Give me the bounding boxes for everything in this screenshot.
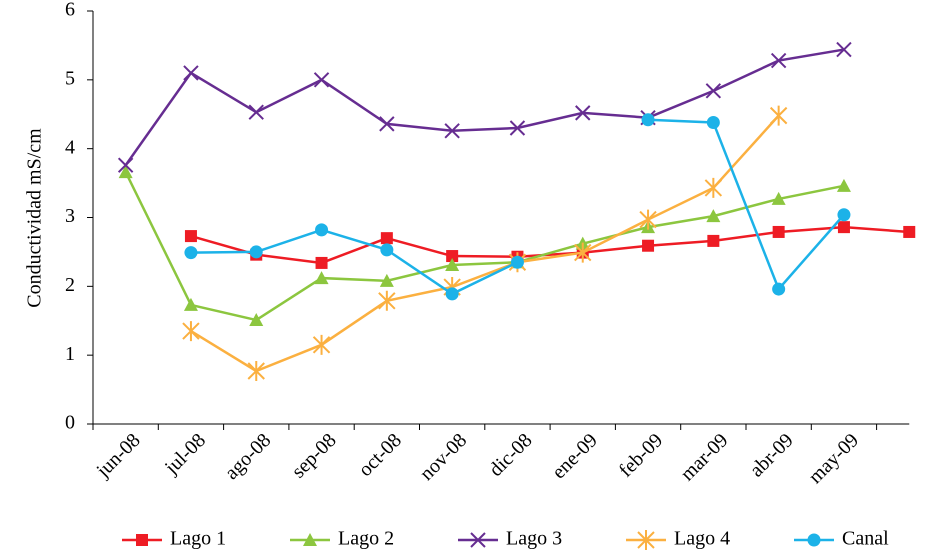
x-tick-label: ago-08 [221,429,276,484]
marker [769,105,788,126]
marker [707,234,720,247]
marker [446,250,459,263]
marker [642,239,655,252]
marker [379,116,395,132]
marker [575,105,591,121]
legend-item: Canal [794,528,889,550]
x-tick-label: oct-08 [354,429,406,481]
marker [836,178,851,192]
x-tick-label: jun-08 [92,429,145,482]
series-line [124,171,845,322]
marker [183,65,199,81]
marker [312,334,331,355]
legend-item: Lago 1 [122,528,226,550]
marker [182,321,200,342]
marker [770,52,787,69]
x-tick-label: dic-08 [485,429,537,481]
marker [380,232,393,245]
marker [470,532,486,548]
marker [637,530,655,550]
marker [705,83,722,99]
x-tick-label: nov-08 [416,429,472,485]
x-tick-label: abr-09 [746,429,798,481]
marker [314,271,329,285]
series-line [190,225,910,265]
marker [378,290,396,311]
marker [837,208,851,222]
marker [641,113,655,127]
marker [903,225,916,238]
marker [184,230,197,243]
series-line [124,48,845,166]
y-tick-label: 4 [65,136,75,158]
legend-label: Canal [842,528,889,550]
x-tick-label: feb-09 [615,429,667,481]
x-tick-label: mar-09 [676,429,732,485]
marker [704,177,723,198]
legend-label: Lago 3 [506,528,562,550]
marker [184,246,198,260]
marker [249,313,264,327]
marker [445,257,460,271]
marker [249,245,263,259]
marker [183,297,198,311]
y-tick-label: 1 [65,343,75,365]
marker [510,255,524,269]
marker [118,165,133,179]
marker [772,282,786,296]
marker [509,120,526,136]
marker [837,221,850,234]
marker [315,223,329,237]
series-line [190,114,780,373]
marker [807,533,821,547]
y-tick-label: 3 [65,205,75,227]
marker [248,104,264,120]
legend-item: Lago 4 [626,528,730,550]
marker [706,116,720,130]
marker [772,225,785,238]
legend-item: Lago 2 [290,528,394,550]
marker [247,360,265,381]
legend-label: Lago 2 [338,528,394,550]
marker [380,243,394,257]
series-line [190,118,845,296]
legend-label: Lago 4 [674,528,730,550]
marker [117,157,134,173]
marker [379,273,394,287]
marker [136,534,148,546]
legend-item: Lago 3 [458,528,562,550]
marker [313,72,330,88]
x-tick-label: sep-08 [287,429,340,482]
legend-label: Lago 1 [170,528,226,550]
marker [574,242,592,263]
x-tick-label: may-09 [804,429,863,488]
marker [771,191,786,205]
marker [315,256,328,269]
y-tick-label: 5 [65,67,75,89]
x-tick-label: jul-08 [160,429,210,479]
marker [706,209,721,223]
marker [445,287,459,301]
marker [639,209,657,230]
marker [444,123,460,139]
marker [303,533,317,546]
y-tick-label: 2 [65,274,75,296]
marker [836,41,852,58]
x-tick-label: ene-09 [548,429,602,483]
y-axis-label: Conductividad mS/cm [24,128,46,308]
y-tick-label: 6 [65,0,75,21]
y-tick-label: 0 [65,412,75,434]
